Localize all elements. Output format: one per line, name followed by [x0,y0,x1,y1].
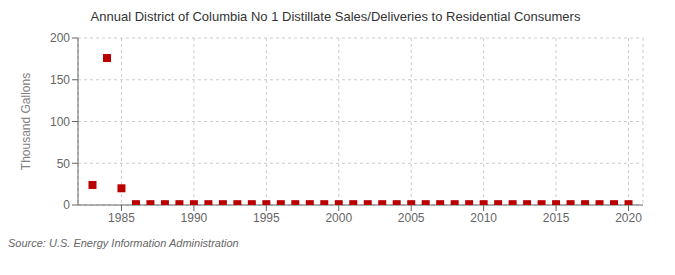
html-text:Annual District of Columbia No: Annual District of Columbia No 1 Distill… [90,9,581,24]
svg-text:2015: 2015 [543,211,570,225]
svg-text:150: 150 [50,73,70,87]
svg-text:2000: 2000 [325,211,352,225]
svg-text:2010: 2010 [470,211,497,225]
svg-text:2005: 2005 [398,211,425,225]
svg-text:1990: 1990 [181,211,208,225]
svg-text:0: 0 [63,198,70,212]
svg-text:100: 100 [50,115,70,129]
svg-text:200: 200 [50,31,70,45]
svg-text:1995: 1995 [253,211,280,225]
svg-text:Thousand Gallons: Thousand Gallons [19,73,33,170]
svg-text:50: 50 [57,157,71,171]
html-text:Source: U.S. Energy Informatio: Source: U.S. Energy Information Administ… [8,237,239,249]
svg-text:2020: 2020 [615,211,642,225]
svg-text:1985: 1985 [108,211,135,225]
